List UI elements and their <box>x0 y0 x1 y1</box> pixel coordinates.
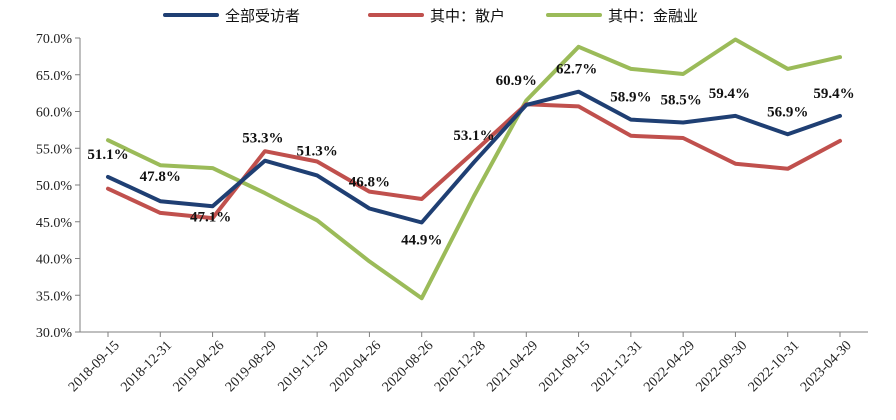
x-tick-label: 2021-12-31 <box>589 338 646 395</box>
data-labels: 51.1% 47.8% 47.1% 53.3% 51.3% 46.8% 44.9% 53.1%… <box>87 62 854 249</box>
data-label: 53.1% <box>453 128 494 144</box>
data-label: 60.9% <box>496 73 537 89</box>
legend: 全部受访者 其中：散户 其中：金融业 <box>163 7 698 25</box>
x-tick-label: 2022-09-30 <box>693 338 750 395</box>
data-label: 53.3% <box>242 131 283 147</box>
data-label: 62.7% <box>556 62 597 78</box>
y-tick-label: 70.0% <box>36 32 73 47</box>
series-layer <box>106 37 842 301</box>
y-tick-label: 55.0% <box>36 142 73 157</box>
data-label: 46.8% <box>349 175 390 191</box>
y-tick-label: 65.0% <box>36 69 73 84</box>
x-tick-label: 2018-09-15 <box>66 338 123 395</box>
y-tick-label: 40.0% <box>36 253 73 268</box>
y-axis: 30.0% 35.0% 40.0% 45.0% 50.0% 55.0% 60.0% 65.0%… <box>36 32 81 341</box>
data-label: 47.8% <box>140 169 181 185</box>
x-tick-label: 2018-12-31 <box>118 338 175 395</box>
data-label: 51.1% <box>87 147 128 163</box>
data-label: 44.9% <box>401 232 442 248</box>
series-line-1 <box>106 102 842 221</box>
x-axis: 2018-09-152018-12-312019-04-262019-08-29… <box>66 331 868 395</box>
data-label: 51.3% <box>297 143 338 159</box>
data-label: 47.1% <box>190 209 231 225</box>
legend-label-0: 全部受访者 <box>225 7 300 25</box>
data-label: 56.9% <box>767 104 808 120</box>
data-label: 59.4% <box>813 86 854 102</box>
x-tick-label: 2023-04-30 <box>798 338 855 395</box>
x-tick-label: 2021-09-15 <box>537 338 594 395</box>
legend-label-2: 其中：金融业 <box>608 7 698 25</box>
x-tick-label: 2020-04-26 <box>327 338 384 395</box>
x-tick-label: 2019-11-29 <box>276 338 332 394</box>
x-tick-label: 2019-08-29 <box>223 338 280 395</box>
y-tick-label: 60.0% <box>36 106 73 121</box>
x-tick-label: 2022-10-31 <box>746 338 803 395</box>
y-tick-label: 30.0% <box>36 326 73 341</box>
y-tick-label: 45.0% <box>36 216 73 231</box>
data-label: 59.4% <box>709 86 750 102</box>
y-tick-label: 50.0% <box>36 179 73 194</box>
series-line-0 <box>106 89 842 225</box>
x-tick-label: 2021-04-29 <box>484 338 541 395</box>
x-tick-label: 2022-04-29 <box>641 338 698 395</box>
x-tick-label: 2020-08-26 <box>380 338 437 395</box>
x-tick-label: 2019-04-26 <box>171 338 228 395</box>
y-tick-label: 35.0% <box>36 289 73 304</box>
series-line-2 <box>106 37 842 301</box>
data-label: 58.9% <box>610 90 651 106</box>
x-tick-label: 2020-12-28 <box>432 338 489 395</box>
legend-label-1: 其中：散户 <box>430 7 505 25</box>
data-label: 58.5% <box>661 93 702 109</box>
